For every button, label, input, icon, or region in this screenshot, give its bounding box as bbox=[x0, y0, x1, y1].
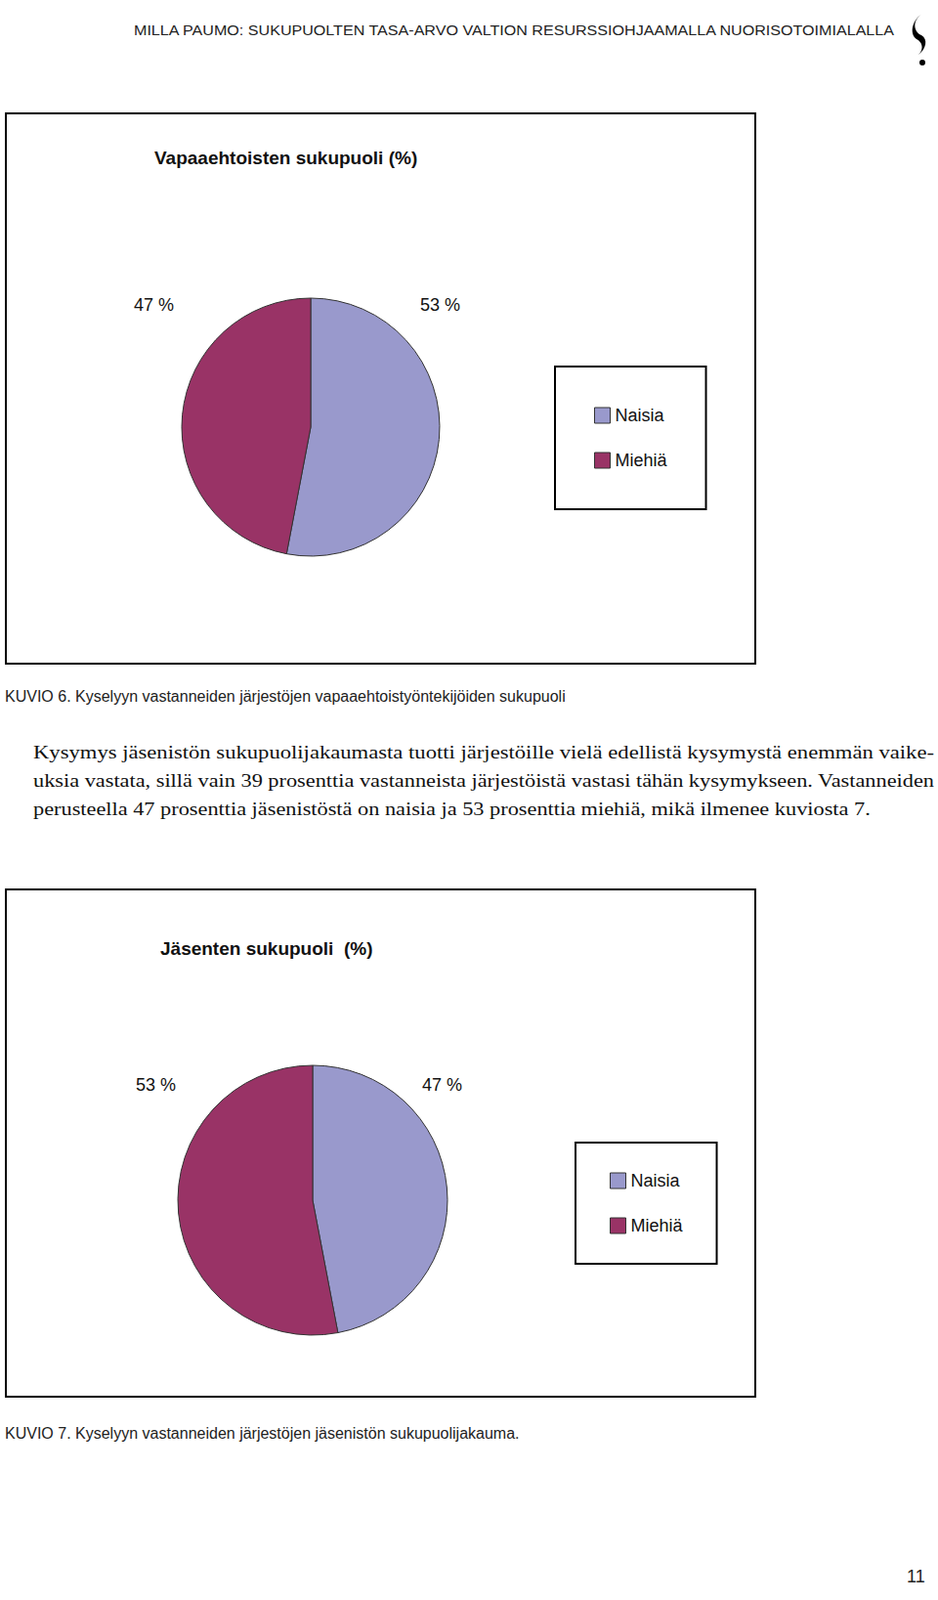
svg-text:53 %: 53 % bbox=[420, 295, 461, 315]
html-text:KUVIO 6. Kyselyyn vastanneiden: KUVIO 6. Kyselyyn vastanneiden järjestöj… bbox=[4, 687, 566, 705]
html-text:perusteella 47 prosenttia jäse: perusteella 47 prosenttia jäsenistöstä o… bbox=[33, 799, 871, 819]
svg-text:Vapaaehtoisten sukupuoli (%): Vapaaehtoisten sukupuoli (%) bbox=[154, 147, 418, 169]
svg-text:47 %: 47 % bbox=[133, 295, 174, 315]
svg-text:Miehiä: Miehiä bbox=[631, 1215, 684, 1236]
svg-text:Jäsenten sukupuoli (%): Jäsenten sukupuoli (%) bbox=[160, 938, 373, 959]
svg-text:53 %: 53 % bbox=[135, 1074, 176, 1095]
svg-text:Miehiä: Miehiä bbox=[615, 450, 669, 470]
html-text:MILLA PAUMO: SUKUPUOLTEN TASA-: MILLA PAUMO: SUKUPUOLTEN TASA-ARVO VALTI… bbox=[133, 21, 895, 39]
html-text:11: 11 bbox=[906, 1566, 926, 1586]
html-text:Kysymys jäsenistön sukupuolija: Kysymys jäsenistön sukupuolijakaumasta t… bbox=[33, 742, 935, 763]
svg-text:Naisia: Naisia bbox=[615, 405, 666, 426]
svg-text:47 %: 47 % bbox=[422, 1074, 463, 1095]
html-text:uksia vastata, sillä vain 39 p: uksia vastata, sillä vain 39 prosenttia … bbox=[33, 770, 935, 791]
svg-text:Naisia: Naisia bbox=[631, 1170, 682, 1191]
html-text:KUVIO 7. Kyselyyn vastanneiden: KUVIO 7. Kyselyyn vastanneiden järjestöj… bbox=[4, 1424, 520, 1442]
